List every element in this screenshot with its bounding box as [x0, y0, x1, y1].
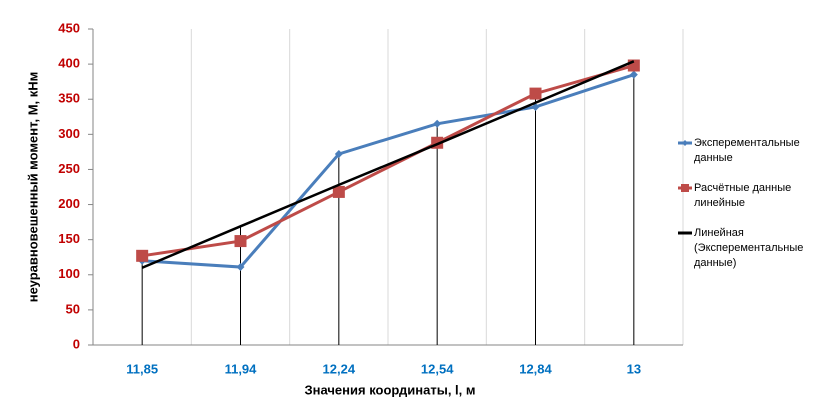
y-tick-label: 150 — [58, 231, 80, 246]
x-tick-label: 11,85 — [126, 361, 158, 376]
point — [629, 70, 638, 79]
point — [531, 102, 540, 111]
y-tick-label: 100 — [58, 266, 80, 281]
point — [332, 185, 345, 198]
y-tick-label: 350 — [58, 91, 80, 106]
y-tick-label: 450 — [58, 20, 80, 35]
legend-marker — [682, 140, 688, 146]
legend-label: Линейная (Эксперементальные данные) — [694, 227, 804, 269]
point — [334, 149, 343, 158]
point — [433, 119, 442, 128]
point — [529, 87, 542, 100]
point — [236, 263, 245, 272]
series-line — [142, 73, 635, 269]
y-tick-label: 250 — [58, 161, 80, 176]
y-axis-title: неуравновешенный момент, М, кНм — [25, 72, 40, 303]
point — [136, 249, 149, 262]
legend-label: Расчётные данные линейные — [694, 182, 792, 209]
y-tick-label: 300 — [58, 126, 80, 141]
y-tick-label: 0 — [73, 336, 80, 351]
y-tick-label: 400 — [58, 56, 80, 71]
series-line — [141, 64, 635, 258]
x-axis-title: Значения координаты, l, м — [304, 382, 475, 397]
x-tick-label: 13 — [627, 361, 641, 376]
y-tick-label: 200 — [58, 196, 80, 211]
y-tick-label: 50 — [66, 301, 80, 316]
x-tick-label: 12,54 — [421, 361, 454, 376]
x-tick-label: 11,94 — [225, 361, 258, 376]
legend-marker — [681, 184, 689, 192]
point — [234, 235, 247, 248]
x-tick-label: 12,84 — [519, 361, 552, 376]
series-line — [141, 60, 635, 269]
x-tick-label: 12,24 — [323, 361, 356, 376]
legend-label: Эксперементальные данные — [694, 137, 800, 164]
